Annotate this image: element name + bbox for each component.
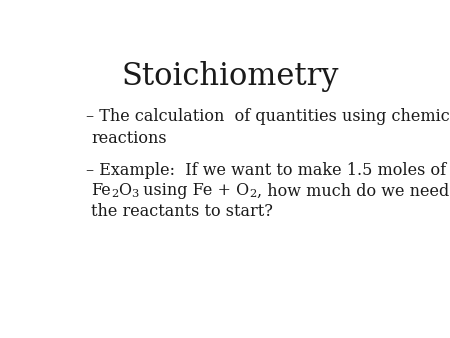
Text: 3: 3 bbox=[131, 189, 139, 199]
Text: – Example:  If we want to make 1.5 moles of: – Example: If we want to make 1.5 moles … bbox=[86, 162, 446, 178]
Text: the reactants to start?: the reactants to start? bbox=[91, 203, 273, 220]
Text: Stoichiometry: Stoichiometry bbox=[122, 62, 339, 92]
Text: O: O bbox=[118, 183, 131, 199]
Text: 2: 2 bbox=[249, 189, 257, 199]
Text: reactions: reactions bbox=[91, 130, 167, 147]
Text: 2: 2 bbox=[111, 189, 118, 199]
Text: , how much do we need of: , how much do we need of bbox=[257, 183, 450, 199]
Text: using Fe + O: using Fe + O bbox=[139, 183, 249, 199]
Text: – The calculation  of quantities using chemical: – The calculation of quantities using ch… bbox=[86, 108, 450, 125]
Text: Fe: Fe bbox=[91, 183, 111, 199]
